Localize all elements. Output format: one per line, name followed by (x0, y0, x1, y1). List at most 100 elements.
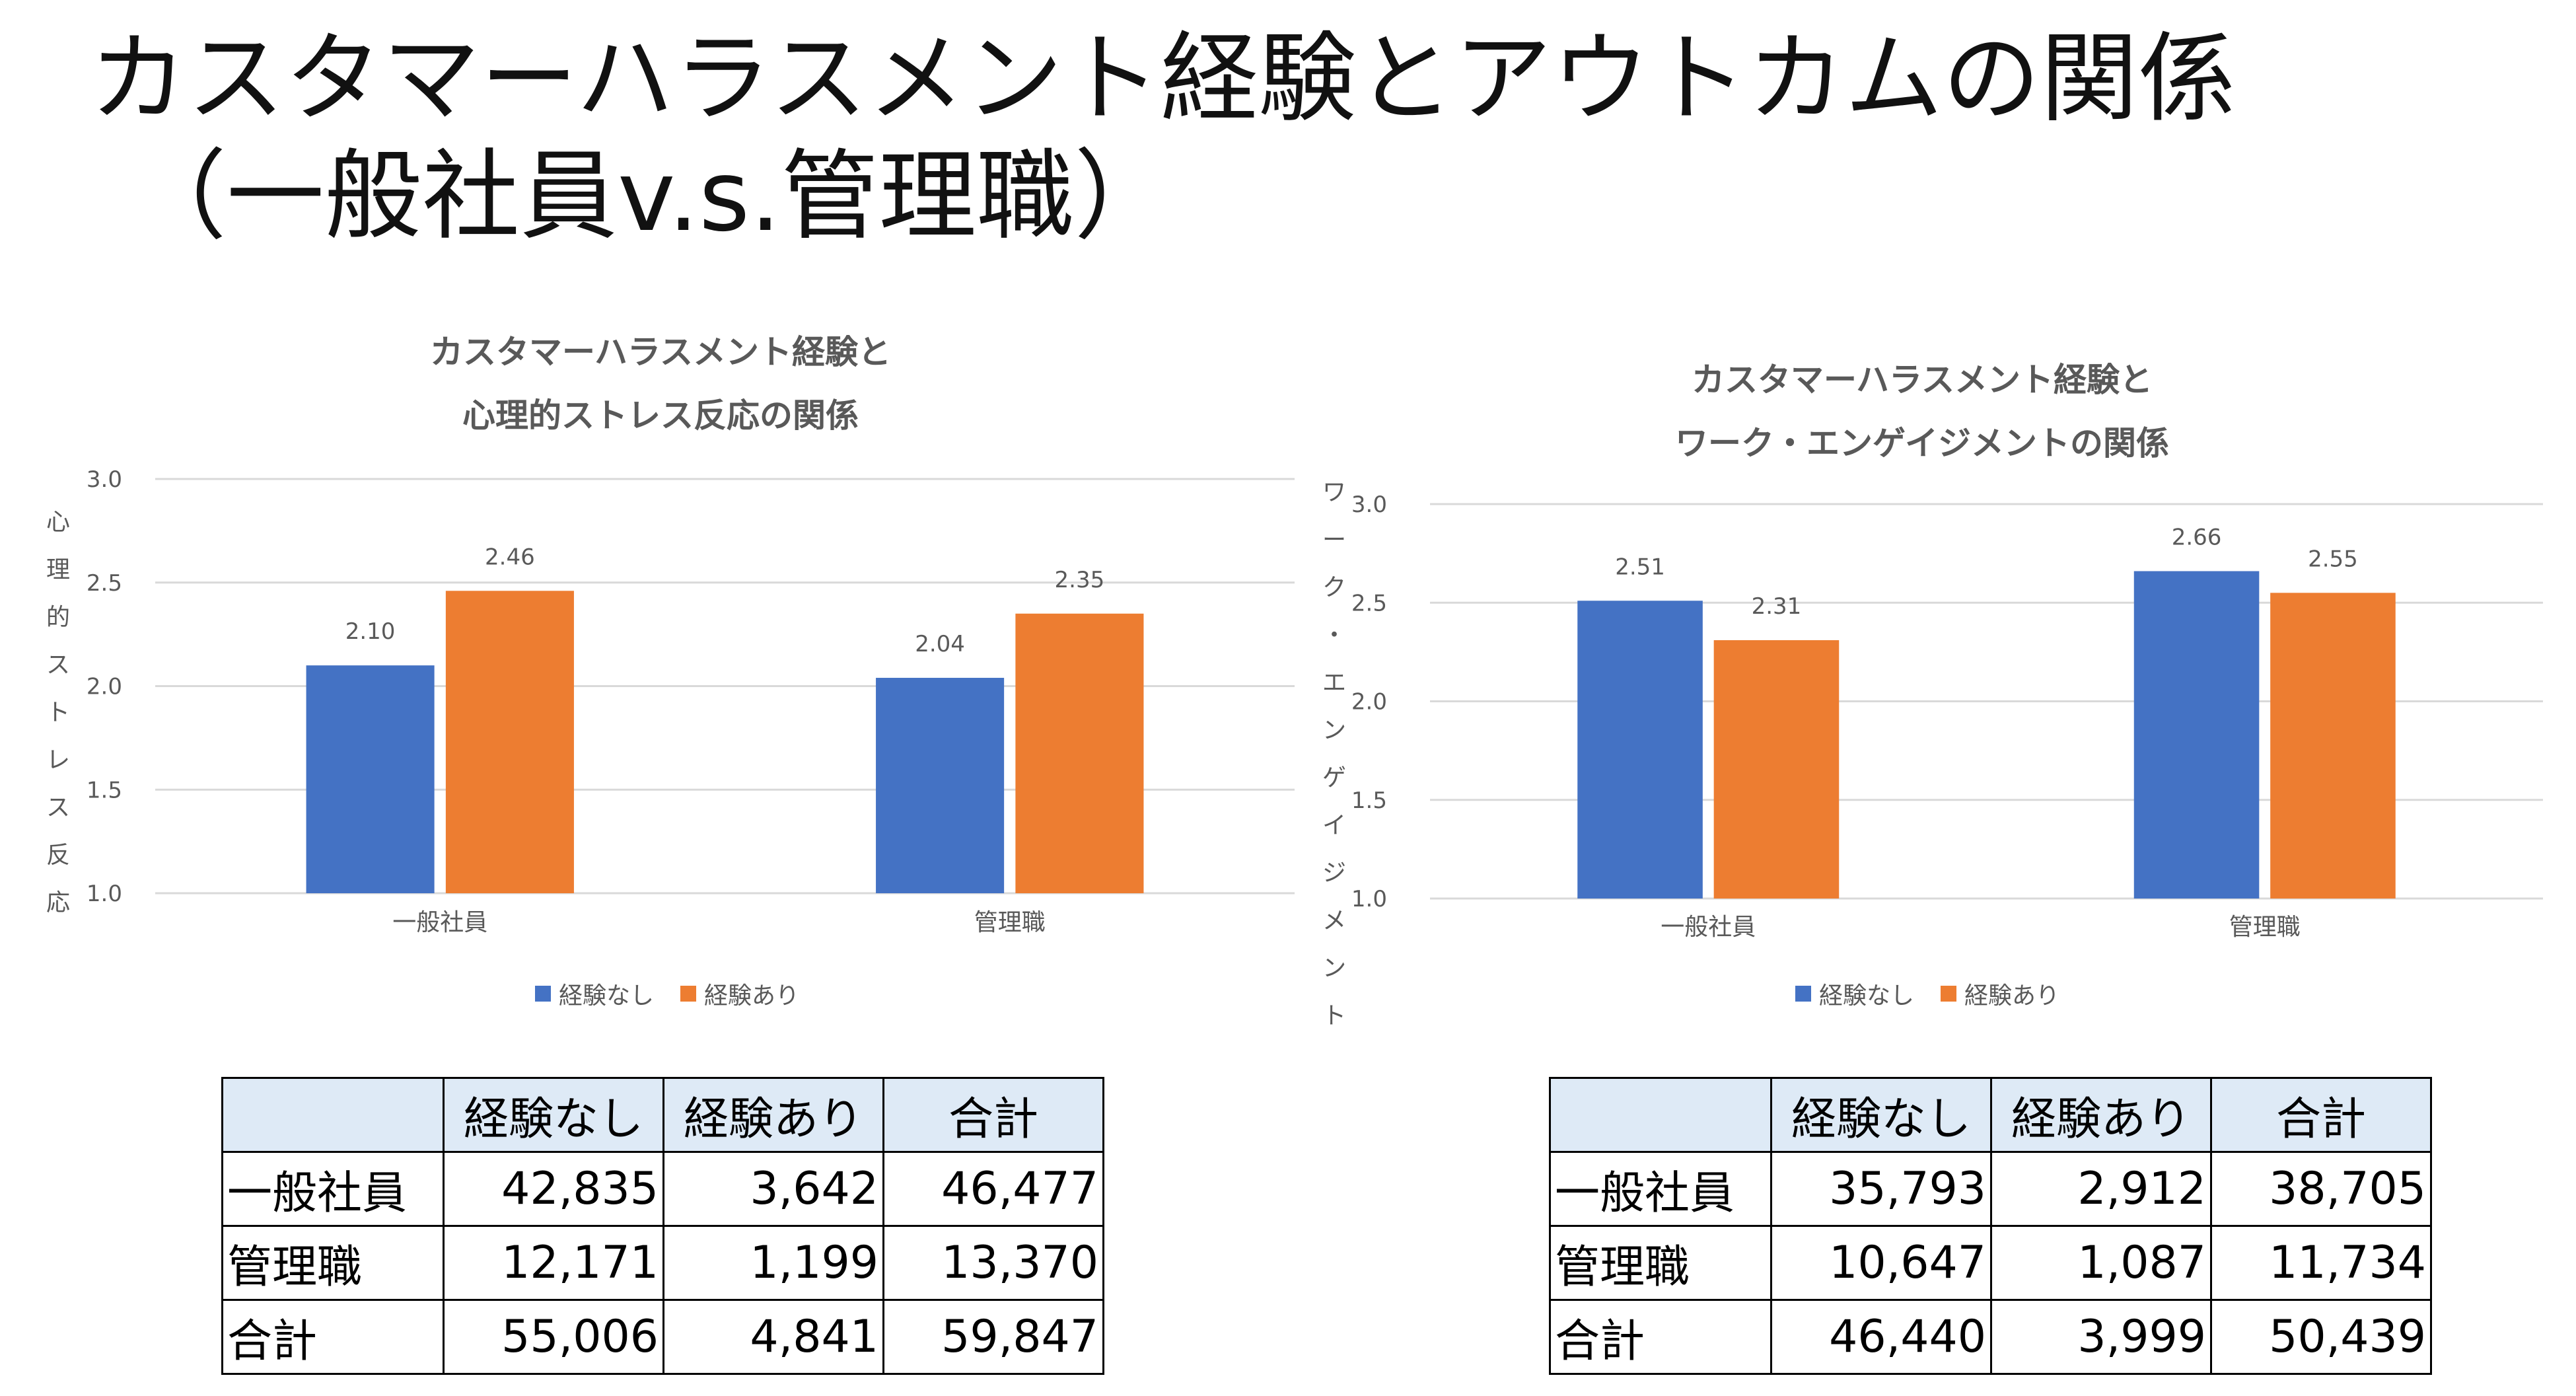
y-axis-label-char: ジ (1322, 860, 1346, 887)
table-header-cell: 合計 (882, 1077, 1104, 1153)
table-cell: 13,370 (882, 1225, 1104, 1301)
legend-item-no-experience: 経験なし (535, 976, 654, 1011)
data-label: 2.66 (2172, 524, 2222, 550)
table-cell: 46,477 (882, 1151, 1104, 1227)
table-header-cell (221, 1077, 445, 1153)
table-cell: 1,087 (1990, 1225, 2212, 1301)
table-cell: 10,647 (1770, 1225, 1992, 1301)
chart2-y-axis-label: ワーク・エンゲイジメント (1314, 469, 1354, 1040)
x-category-label: 一般社員 (1661, 914, 1756, 941)
legend-label: 経験なし (1819, 982, 1915, 1010)
table-row: 一般社員 35,793 2,912 38,705 (1549, 1151, 2432, 1227)
chart1-title-line1: カスタマーハラスメント経験と (430, 333, 891, 371)
table-row: 一般社員 42,835 3,642 46,477 (221, 1151, 1104, 1227)
table-cell: 55,006 (443, 1299, 664, 1375)
table-header-row: 経験なし 経験あり 合計 (1549, 1077, 2432, 1153)
y-tick-label: 2.5 (87, 570, 122, 597)
y-axis-label-char: ・ (1322, 622, 1346, 649)
table-cell: 46,440 (1770, 1299, 1992, 1375)
table-cell: 59,847 (882, 1299, 1104, 1375)
y-axis-label-char: 応 (46, 889, 70, 916)
table-cell: 3,642 (662, 1151, 884, 1227)
chart1-title-line2: 心理的ストレス反応の関係 (462, 396, 859, 435)
y-tick-label: 1.5 (1351, 788, 1387, 814)
data-label: 2.51 (1615, 554, 1665, 580)
legend-label: 経験あり (704, 982, 800, 1010)
legend-item-experience: 経験あり (680, 976, 799, 1011)
y-axis-label-char: ゲ (1322, 764, 1346, 791)
y-axis-label-char: ン (1322, 955, 1346, 982)
legend-item-experience: 経験あり (1941, 976, 2059, 1011)
table-cell: 管理職 (221, 1225, 445, 1301)
table-cell: 合計 (1549, 1299, 1772, 1375)
legend-swatch-orange (680, 986, 697, 1002)
table-cell: 合計 (221, 1299, 445, 1375)
y-tick-label: 3.0 (1351, 492, 1387, 518)
data-label: 2.46 (485, 544, 535, 570)
chart1-title: カスタマーハラスメント経験と 心理的ストレス反応の関係 (198, 320, 1123, 447)
bar (2133, 571, 2260, 899)
bar (1713, 640, 1840, 899)
table-row: 合計 46,440 3,999 50,439 (1549, 1299, 2432, 1375)
data-label: 2.55 (2308, 546, 2358, 572)
legend-swatch-blue (1795, 986, 1811, 1002)
chart2-title-line1: カスタマーハラスメント経験と (1692, 361, 2153, 399)
slide-title-line2: （一般社員v.s.管理職） (129, 139, 1172, 253)
chart1-legend: 経験なし 経験あり (535, 976, 799, 1011)
data-label: 2.31 (1752, 593, 1802, 620)
legend-item-no-experience: 経験なし (1795, 976, 1914, 1011)
table-row: 管理職 10,647 1,087 11,734 (1549, 1225, 2432, 1301)
table-header-cell: 経験あり (1990, 1077, 2212, 1153)
legend-label: 経験なし (559, 982, 655, 1010)
y-tick-label: 3.0 (87, 466, 122, 493)
y-axis-label-char: ト (46, 699, 70, 726)
bar (445, 591, 574, 893)
table-row: 管理職 12,171 1,199 13,370 (221, 1225, 1104, 1301)
y-axis-label-char: 理 (46, 556, 70, 583)
table-header-cell: 経験あり (662, 1077, 884, 1153)
y-axis-label-char: メ (1322, 907, 1346, 934)
y-tick-label: 1.0 (1351, 886, 1387, 912)
x-category-label: 一般社員 (392, 909, 487, 936)
bar (2270, 593, 2396, 899)
y-axis-label-char: ト (1322, 1002, 1346, 1029)
table-cell: 11,734 (2210, 1225, 2432, 1301)
table-cell: 50,439 (2210, 1299, 2432, 1375)
table-header-cell (1549, 1077, 1772, 1153)
table-cell: 42,835 (443, 1151, 664, 1227)
chart2-legend: 経験なし 経験あり (1795, 976, 2059, 1011)
table-cell: 38,705 (2210, 1151, 2432, 1227)
y-axis-label-char: ス (46, 794, 70, 821)
slide-title: カスタマーハラスメント経験とアウトカムの関係 （一般社員v.s.管理職） (89, 20, 2533, 255)
y-axis-label-char: 反 (46, 842, 70, 869)
y-axis-label-char: レ (46, 747, 70, 774)
y-tick-label: 2.0 (87, 674, 122, 700)
data-label: 2.35 (1055, 567, 1105, 593)
y-tick-label: 1.5 (87, 777, 122, 803)
y-tick-label: 2.0 (1351, 689, 1387, 716)
y-axis-label-char: イ (1322, 812, 1346, 839)
y-axis-label-char: エ (1322, 669, 1346, 696)
y-axis-label-char: 心 (46, 509, 70, 536)
table-cell: 1,199 (662, 1225, 884, 1301)
y-tick-label: 1.0 (87, 881, 122, 907)
table-header-cell: 経験なし (1770, 1077, 1992, 1153)
x-category-label: 管理職 (974, 909, 1046, 936)
y-axis-label-char: ワ (1322, 479, 1346, 506)
table-cell: 3,999 (1990, 1299, 2212, 1375)
bar (876, 677, 1005, 893)
table-header-row: 経験なし 経験あり 合計 (221, 1077, 1104, 1153)
chart2-title-line2: ワーク・エンゲイジメントの関係 (1675, 424, 2169, 462)
data-label: 2.10 (345, 618, 396, 645)
table-left: 経験なし 経験あり 合計 一般社員 42,835 3,642 46,477 管理… (221, 1077, 1104, 1375)
x-category-label: 管理職 (2229, 914, 2301, 941)
table-cell: 管理職 (1549, 1225, 1772, 1301)
table-row: 合計 55,006 4,841 59,847 (221, 1299, 1104, 1375)
bar (306, 665, 435, 893)
y-axis-label-char: ス (46, 651, 70, 679)
y-tick-label: 2.5 (1351, 590, 1387, 616)
table-cell: 12,171 (443, 1225, 664, 1301)
table-cell: 2,912 (1990, 1151, 2212, 1227)
bar (1577, 601, 1703, 899)
